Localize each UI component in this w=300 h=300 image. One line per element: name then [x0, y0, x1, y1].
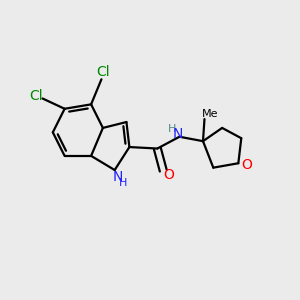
- Text: Cl: Cl: [96, 65, 110, 79]
- Text: Me: Me: [202, 109, 218, 119]
- Text: H: H: [168, 124, 176, 134]
- Text: N: N: [112, 170, 123, 184]
- Text: H: H: [119, 178, 128, 188]
- Text: N: N: [173, 127, 183, 141]
- Text: O: O: [242, 158, 253, 172]
- Text: O: O: [163, 168, 174, 182]
- Text: Cl: Cl: [29, 89, 43, 103]
